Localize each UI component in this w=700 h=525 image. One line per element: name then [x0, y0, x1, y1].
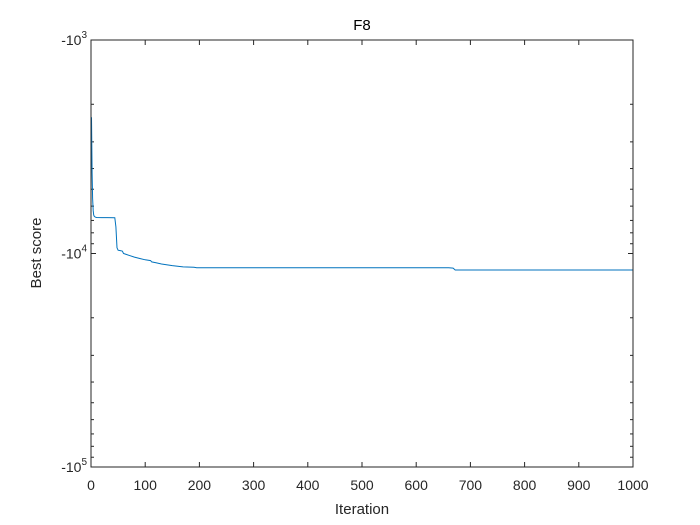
x-tick-labels: 0 100 200 300 400 500 600 700 800 900 1000 — [87, 477, 649, 493]
x-tick-label: 0 — [87, 477, 95, 493]
plot-frame — [90, 39, 634, 468]
x-tick-label: 600 — [405, 477, 429, 493]
y-tick-labels: -103 -104 -105 — [61, 30, 87, 475]
y-tick-label: -104 — [61, 244, 87, 262]
x-tick-label: 700 — [459, 477, 483, 493]
x-tick-label: 500 — [350, 477, 374, 493]
y-axis-label: Best score — [28, 218, 45, 289]
y-tick-label: -105 — [61, 457, 87, 475]
x-tick-label: 300 — [242, 477, 266, 493]
y-tick-label: -103 — [61, 30, 87, 48]
x-axis-label: Iteration — [335, 501, 389, 518]
x-tick-label: 900 — [567, 477, 591, 493]
x-tick-label: 800 — [513, 477, 537, 493]
best-score-line — [91, 117, 633, 271]
x-tick-label: 200 — [188, 477, 212, 493]
x-tick-label: 1000 — [617, 477, 648, 493]
x-tick-label: 100 — [134, 477, 158, 493]
chart-title: F8 — [353, 17, 371, 34]
plot-area — [91, 40, 633, 467]
x-tick-label: 400 — [296, 477, 320, 493]
